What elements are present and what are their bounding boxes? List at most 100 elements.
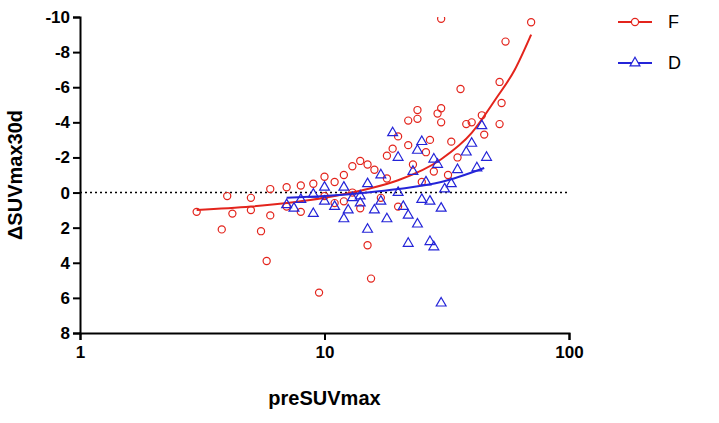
point — [339, 213, 349, 222]
y-tick-label: -4 — [55, 113, 71, 132]
point — [448, 138, 455, 145]
y-tick-label: -8 — [55, 43, 70, 62]
point — [363, 178, 373, 187]
legend-marker — [631, 18, 638, 25]
point — [321, 173, 328, 180]
y-tick: 2 — [61, 219, 80, 238]
legend-marker — [630, 57, 640, 66]
y-tick: -10 — [45, 8, 80, 27]
x-axis: 1 10 100 — [76, 333, 584, 362]
legend-item: F — [618, 12, 679, 32]
y-tick-label: 2 — [61, 219, 70, 238]
series-f — [193, 17, 535, 296]
y-tick-label: 4 — [61, 254, 71, 273]
point — [403, 210, 413, 219]
point — [395, 133, 402, 140]
y-tick: 8 — [61, 324, 80, 343]
x-tick-label: 1 — [76, 343, 85, 362]
point — [343, 204, 353, 213]
point — [257, 228, 264, 235]
y-tick-label: 6 — [61, 289, 70, 308]
x-tick-label: 10 — [316, 343, 335, 362]
y-tick-mark — [73, 297, 80, 299]
point — [349, 163, 356, 170]
y-tick-mark — [73, 157, 80, 159]
x-axis-line — [81, 334, 570, 341]
point — [371, 166, 378, 173]
y-tick-mark — [73, 17, 80, 19]
y-tick-label: -6 — [55, 78, 70, 97]
point — [369, 204, 379, 213]
y-axis-line — [73, 18, 81, 334]
y-tick: 0 — [61, 183, 80, 202]
point — [283, 184, 290, 191]
point — [367, 275, 374, 282]
y-tick-label: -2 — [55, 148, 70, 167]
y-tick: 4 — [61, 254, 80, 273]
point — [267, 185, 274, 192]
point — [502, 38, 509, 45]
point — [444, 171, 451, 178]
point — [267, 212, 274, 219]
point — [355, 190, 365, 199]
y-tick-mark — [73, 192, 80, 194]
point — [425, 236, 435, 245]
x-tick-mark — [324, 333, 326, 340]
y-axis: -10 -8 -6 -4 -2 0 2 4 6 8 — [45, 8, 80, 343]
point — [405, 117, 412, 124]
y-tick-label: 8 — [61, 324, 70, 343]
plot-area — [193, 17, 535, 306]
point — [481, 131, 488, 138]
point — [438, 119, 445, 126]
point — [413, 145, 423, 154]
y-tick-mark — [73, 333, 80, 335]
point — [310, 180, 317, 187]
point — [289, 203, 299, 212]
point — [389, 145, 396, 152]
y-tick-label: -10 — [45, 8, 70, 27]
point — [498, 99, 505, 106]
y-tick-mark — [73, 87, 80, 89]
y-tick: -8 — [55, 43, 80, 62]
point — [331, 178, 338, 185]
point — [438, 105, 445, 112]
point — [457, 85, 464, 92]
legend-label: F — [668, 12, 679, 32]
fit-line — [197, 35, 531, 211]
point — [247, 194, 254, 201]
point — [388, 127, 398, 136]
x-tick-mark — [569, 333, 571, 340]
y-tick-mark — [73, 52, 80, 54]
point — [263, 257, 270, 264]
point — [426, 136, 433, 143]
point — [403, 238, 413, 247]
y-tick: -6 — [55, 78, 80, 97]
series-d — [282, 120, 492, 306]
x-tick: 1 — [76, 333, 85, 362]
point — [463, 121, 470, 128]
y-tick: -4 — [55, 113, 80, 132]
y-tick-label: 0 — [61, 183, 70, 202]
point — [496, 121, 503, 128]
point — [282, 199, 292, 208]
point — [433, 159, 443, 168]
legend-item: D — [618, 53, 681, 73]
legend-label: D — [668, 53, 681, 73]
point — [422, 149, 429, 156]
y-tick-mark — [73, 262, 80, 264]
point — [398, 201, 408, 210]
point — [376, 196, 386, 205]
x-tick: 10 — [316, 333, 335, 362]
point — [434, 110, 441, 117]
point — [382, 213, 392, 222]
point — [330, 201, 340, 210]
y-tick: -2 — [55, 148, 80, 167]
point — [315, 289, 322, 296]
point — [224, 192, 231, 199]
point — [383, 152, 390, 159]
point — [339, 182, 349, 191]
point — [376, 169, 386, 178]
x-tick: 100 — [555, 333, 583, 362]
point — [425, 196, 435, 205]
point — [453, 164, 463, 173]
